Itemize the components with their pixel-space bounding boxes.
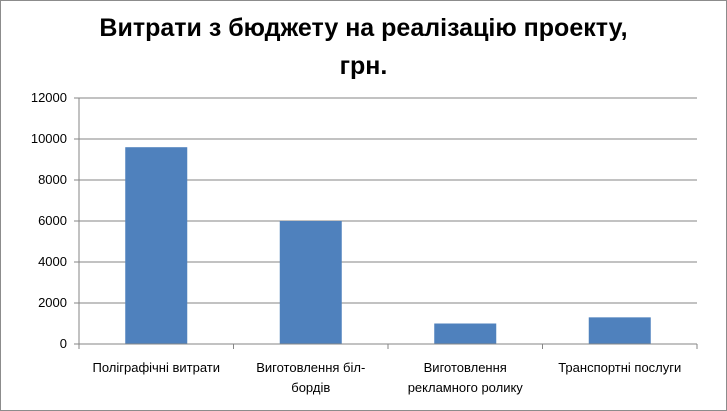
bar-1	[125, 147, 188, 344]
y-tick-label-12000: 12000	[31, 90, 67, 105]
bars	[125, 147, 651, 344]
axes	[78, 98, 698, 349]
x-category-label-2: Виготовлення біл-бордів	[256, 360, 365, 395]
x-axis-labels: Поліграфічні витрати Виготовлення біл-бор…	[92, 360, 681, 395]
bar-4	[588, 317, 651, 344]
chart-title-line-2: грн.	[339, 52, 388, 80]
y-tick-label-6000: 6000	[38, 213, 67, 228]
x-category-label-1: Поліграфічні витрати	[92, 360, 220, 375]
y-tick-label-10000: 10000	[31, 131, 67, 146]
y-tick-label-4000: 4000	[38, 254, 67, 269]
bar-2	[279, 221, 342, 344]
y-tick-label-0: 0	[60, 336, 67, 351]
y-tick-label-2000: 2000	[38, 295, 67, 310]
bar-3	[434, 323, 497, 344]
x-category-label-4: Транспортні послуги	[558, 360, 681, 375]
x-category-label-3: Виготовлення рекламного ролику	[408, 360, 524, 395]
y-tick-label-8000: 8000	[38, 172, 67, 187]
chart-title-line-1: Витрати з бюджету на реалізацію проекту,	[99, 14, 628, 42]
chart-title: Витрати з бюджету на реалізацію проекту,…	[41, 9, 686, 85]
y-axis-ticks: 0 2000 4000 6000 8000 10000 12000	[31, 90, 79, 351]
